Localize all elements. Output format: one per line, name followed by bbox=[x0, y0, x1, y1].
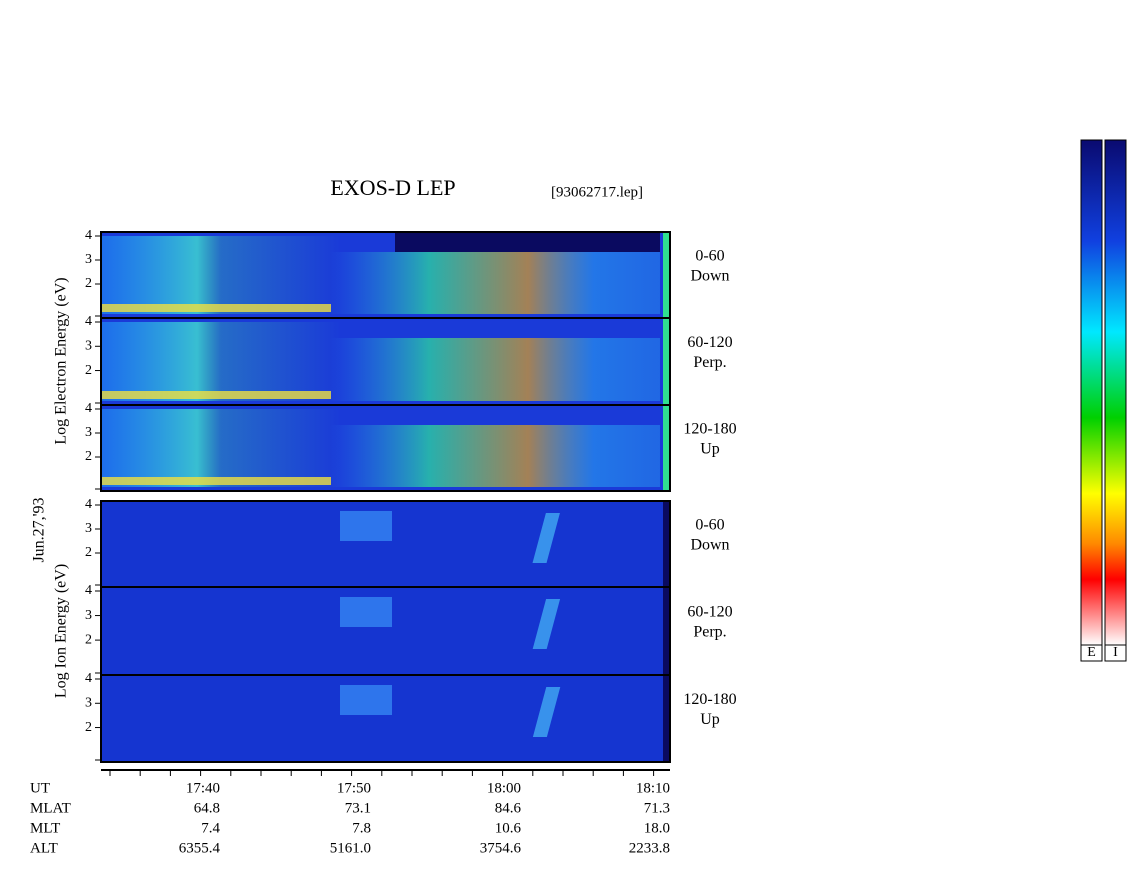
row-value: 6355.4 bbox=[179, 840, 221, 856]
colorbar-label-box bbox=[1080, 644, 1103, 662]
y-tick-label: 3 bbox=[85, 608, 92, 623]
angle-label: 120-180 bbox=[683, 421, 736, 438]
low-energy-band bbox=[101, 391, 331, 399]
y-tick-label: 3 bbox=[85, 252, 92, 267]
row-value: 3754.6 bbox=[480, 840, 522, 856]
row-value: 71.3 bbox=[644, 800, 670, 816]
y-tick-label: 3 bbox=[85, 521, 92, 536]
y-tick-label: 2 bbox=[85, 276, 92, 291]
row-value: 84.6 bbox=[495, 800, 522, 816]
angle-label: 0-60 bbox=[695, 517, 724, 534]
panel-frame bbox=[100, 404, 671, 492]
right-edge-strip bbox=[663, 318, 670, 405]
row-label: MLAT bbox=[30, 800, 71, 816]
sparse-region bbox=[395, 232, 660, 252]
panel-frame bbox=[100, 674, 671, 763]
y-tick-label: 4 bbox=[85, 228, 92, 243]
y-tick-label: 2 bbox=[85, 545, 92, 560]
right-edge-strip bbox=[663, 405, 670, 491]
row-label: MLT bbox=[30, 820, 60, 836]
row-value: 18:00 bbox=[487, 780, 521, 796]
ion-beam bbox=[532, 599, 561, 649]
direction-label: Perp. bbox=[693, 624, 726, 641]
electron-axis-label: Log Electron Energy (eV) bbox=[53, 277, 70, 444]
colorbar-label-box bbox=[1104, 644, 1127, 662]
right-edge-strip bbox=[663, 232, 670, 318]
direction-label: Down bbox=[690, 537, 729, 554]
y-tick-label: 4 bbox=[85, 671, 92, 686]
row-value: 64.8 bbox=[194, 800, 220, 816]
row-label: ALT bbox=[30, 840, 58, 856]
row-value: 18:10 bbox=[636, 780, 670, 796]
ion-beam bbox=[340, 597, 392, 627]
y-tick-label: 3 bbox=[85, 338, 92, 353]
ion-beam bbox=[340, 511, 392, 541]
angle-label: 0-60 bbox=[695, 248, 724, 265]
spectrogram-region bbox=[330, 425, 660, 487]
direction-label: Perp. bbox=[693, 354, 726, 371]
row-value: 7.4 bbox=[201, 820, 220, 836]
y-tick-label: 2 bbox=[85, 632, 92, 647]
low-energy-band bbox=[101, 304, 331, 312]
y-tick-label: 3 bbox=[85, 695, 92, 710]
ion-beam bbox=[340, 685, 392, 715]
y-tick-label: 2 bbox=[85, 720, 92, 735]
ion-axis-label: Log Ion Energy (eV) bbox=[53, 564, 70, 698]
y-tick-label: 2 bbox=[85, 449, 92, 464]
y-tick-label: 4 bbox=[85, 497, 92, 512]
right-edge-strip bbox=[663, 501, 670, 587]
row-value: 7.8 bbox=[352, 820, 371, 836]
row-value: 10.6 bbox=[495, 820, 522, 836]
ion-beam bbox=[532, 513, 560, 563]
direction-label: Up bbox=[700, 441, 720, 458]
spectrogram-region bbox=[101, 322, 341, 401]
y-tick-label: 4 bbox=[85, 401, 92, 416]
row-value: 17:40 bbox=[186, 780, 220, 796]
y-tick-label: 4 bbox=[85, 314, 92, 329]
angle-label: 60-120 bbox=[687, 604, 732, 621]
direction-label: Up bbox=[700, 711, 720, 728]
ion-beam bbox=[532, 687, 561, 737]
colorbar bbox=[1080, 139, 1103, 646]
right-edge-strip bbox=[663, 675, 670, 762]
angle-label: 60-120 bbox=[687, 334, 732, 351]
row-value: 18.0 bbox=[644, 820, 670, 836]
y-tick-label: 2 bbox=[85, 363, 92, 378]
title: EXOS-D LEP bbox=[330, 175, 455, 200]
row-value: 5161.0 bbox=[330, 840, 371, 856]
y-tick-label: 3 bbox=[85, 425, 92, 440]
right-edge-strip bbox=[663, 587, 670, 675]
file-name: [93062717.lep] bbox=[551, 184, 643, 200]
colorbar-label: E bbox=[1087, 645, 1096, 660]
row-value: 17:50 bbox=[337, 780, 371, 796]
colorbar bbox=[1104, 139, 1127, 646]
angle-label: 120-180 bbox=[683, 691, 736, 708]
row-value: 2233.8 bbox=[629, 840, 670, 856]
row-label: UT bbox=[30, 780, 50, 796]
low-energy-band bbox=[101, 477, 331, 485]
spectrogram-region bbox=[330, 252, 660, 314]
date: Jun.27,'93 bbox=[31, 497, 48, 562]
spectrogram-region bbox=[101, 236, 341, 314]
row-value: 73.1 bbox=[345, 800, 371, 816]
spectrogram-region bbox=[101, 409, 341, 487]
colorbar-label: I bbox=[1113, 645, 1118, 660]
y-tick-label: 4 bbox=[85, 583, 92, 598]
spectrogram-region bbox=[330, 338, 660, 401]
direction-label: Down bbox=[690, 268, 729, 285]
